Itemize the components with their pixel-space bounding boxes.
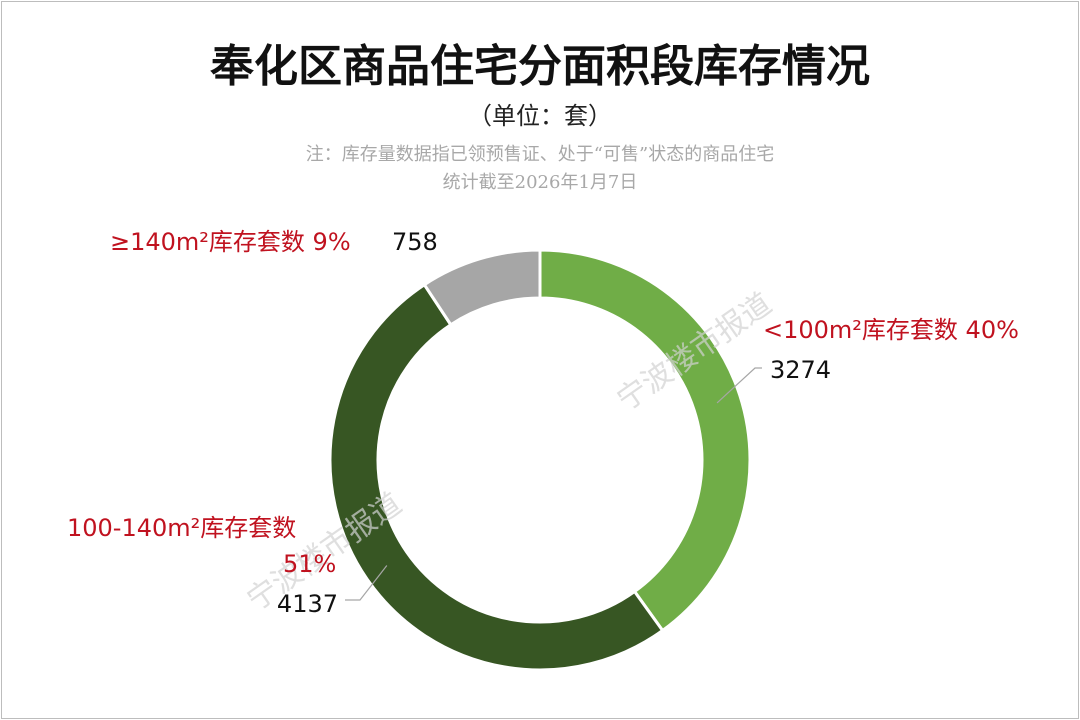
chart-note-line1: 注：库存量数据指已领预售证、处于“可售”状态的商品住宅 bbox=[305, 144, 775, 165]
chart-unit: （单位：套） bbox=[468, 102, 612, 130]
donut-slice-1 bbox=[328, 282, 665, 672]
donut-slice-2 bbox=[422, 248, 542, 327]
slice-label-2: ≥140m²库存套数 9% bbox=[110, 228, 351, 256]
slice-label-1: 100-140m²库存套数 bbox=[67, 514, 296, 542]
slice-percent-1: 51% bbox=[283, 550, 336, 578]
donut-slice-0 bbox=[538, 248, 752, 633]
slice-value-2: 758 bbox=[392, 228, 438, 256]
slice-label-0: <100m²库存套数 40% bbox=[763, 316, 1019, 344]
slice-value-1: 4137 bbox=[277, 590, 338, 618]
leader-line-1 bbox=[345, 565, 388, 601]
leader-line-0 bbox=[716, 367, 762, 404]
chart-note-line2: 统计截至2026年1月7日 bbox=[442, 172, 638, 193]
slice-value-0: 3274 bbox=[770, 356, 831, 384]
chart-title: 奉化区商品住宅分面积段库存情况 bbox=[210, 41, 870, 92]
